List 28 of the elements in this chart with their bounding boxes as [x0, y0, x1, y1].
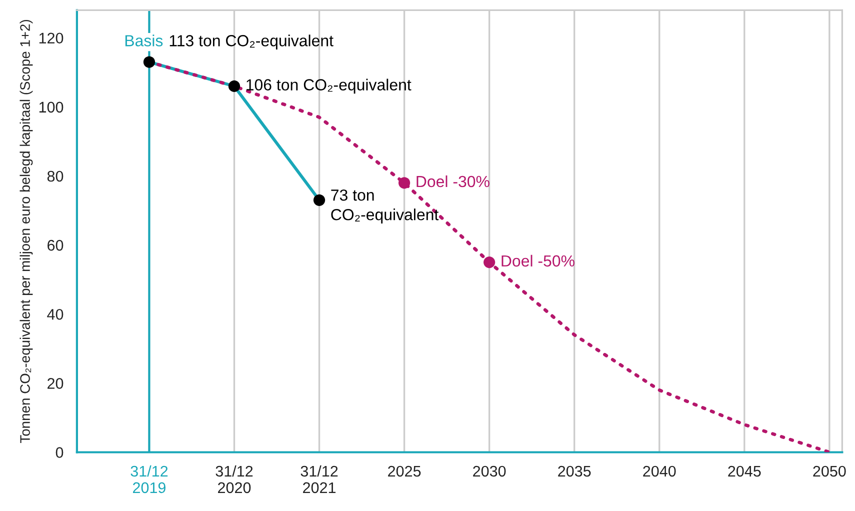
annotation: Doel -50% [502, 254, 574, 267]
y-tick-label: 100 [39, 102, 64, 113]
point [398, 177, 410, 189]
x-tick-label: 2025 [388, 466, 421, 477]
series-label: Basis [125, 34, 163, 46]
x-tick-label: 2035 [558, 466, 591, 477]
point [143, 56, 156, 68]
x-tick-label: 2040 [643, 466, 676, 477]
point [484, 256, 496, 268]
y-tick-label: 0 [56, 447, 64, 458]
x-tick-label: 31/12 2021 [300, 465, 338, 494]
data-label: 113 ton CO₂-equivalent [170, 34, 334, 50]
point [228, 80, 240, 92]
y-tick-label: 20 [48, 378, 64, 389]
x-tick-label: 2045 [728, 466, 761, 477]
annotation: Doel -30% [416, 175, 490, 188]
y-tick-label: 60 [48, 240, 64, 251]
data-label: 73 ton CO₂-equivalent [331, 189, 439, 224]
y-axis-title: Tonnen CO₂-equivalent per miljoen euro belegd kapitaal (Scope 1+2) [20, 20, 33, 444]
y-tick-label: 40 [47, 308, 64, 320]
point [313, 194, 326, 206]
x-tick-label: 31/12 2019 [130, 465, 168, 494]
x-tick-label: 31/12 2020 [216, 465, 253, 494]
y-tick-label: 120 [39, 32, 64, 44]
data-label: 106 ton CO₂-equivalent [246, 78, 412, 94]
y-tick-label: 80 [47, 170, 64, 182]
x-tick-label: 2050 [813, 466, 846, 477]
x-tick-label: 2030 [473, 466, 506, 477]
